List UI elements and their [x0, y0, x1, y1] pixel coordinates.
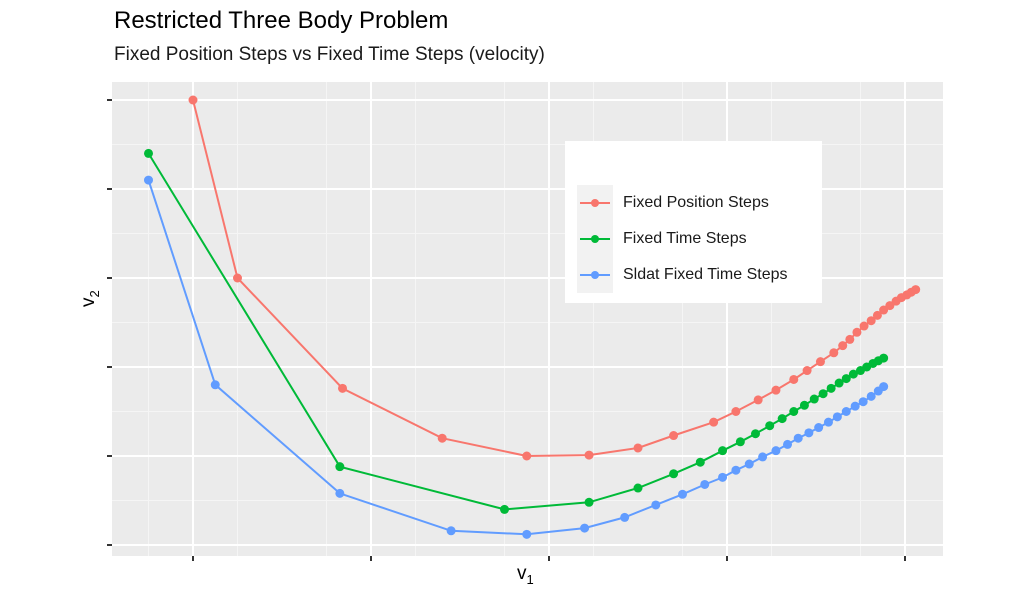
legend-key-fixed-time: [577, 221, 613, 257]
series-0-point-19: [859, 321, 869, 331]
series-2-point-7: [651, 500, 661, 510]
series-2-point-9: [700, 479, 710, 489]
series-1-point-7: [718, 446, 728, 456]
series-1-point-0: [144, 148, 153, 158]
x-axis-label: v1: [517, 563, 534, 587]
series-0-point-9: [731, 407, 741, 416]
series-2-point-22: [850, 401, 860, 411]
series-0-point-20: [866, 316, 876, 326]
series-0-point-17: [845, 334, 855, 344]
series-2-point-17: [804, 428, 814, 438]
legend-item-fixed-time: Fixed Time Steps: [577, 221, 817, 257]
series-2-point-12: [744, 459, 754, 469]
series-1-point-3: [584, 497, 594, 507]
series-0-point-15: [829, 348, 839, 358]
chart-title: Restricted Three Body Problem: [114, 7, 449, 34]
series-0-point-0: [188, 95, 198, 105]
series-0-point-22: [879, 305, 889, 315]
y-axis-label: v2: [78, 290, 102, 307]
series-2-point-21: [841, 407, 851, 416]
series-1-point-10: [765, 421, 775, 431]
series-1-point-18: [841, 374, 851, 384]
series-0-point-6: [633, 443, 643, 453]
series-0-point-14: [815, 357, 825, 367]
series-1-point-24: [879, 353, 889, 363]
series-1-point-14: [809, 394, 819, 404]
series-1-point-8: [735, 437, 745, 447]
series-2-point-4: [522, 529, 532, 539]
series-2-point-24: [866, 391, 876, 401]
series-1-point-5: [669, 469, 679, 479]
legend-item-fixed-position: Fixed Position Steps: [577, 185, 817, 221]
legend-key-sldat-fixed-time: [577, 257, 613, 293]
series-0-point-12: [789, 374, 799, 384]
series-2-point-11: [731, 465, 741, 475]
series-1-point-13: [799, 400, 809, 410]
series-1-point-2: [500, 504, 509, 514]
series-0-point-28: [911, 285, 921, 295]
series-2-point-13: [758, 452, 768, 462]
y-axis-label-main: v: [78, 297, 99, 308]
series-1-point-17: [834, 378, 844, 388]
series-0-point-16: [838, 341, 848, 351]
series-1-point-19: [848, 369, 858, 379]
series-1-point-12: [789, 407, 799, 416]
series-1-point-1: [335, 462, 345, 472]
series-0-point-13: [802, 366, 812, 376]
legend-key-fixed-position: [577, 185, 613, 221]
series-2-point-26: [879, 382, 889, 392]
series-0-point-8: [709, 417, 719, 427]
series-2-point-3: [446, 526, 456, 536]
series-0-point-10: [753, 395, 763, 405]
series-2-point-6: [620, 512, 630, 522]
series-2-point-2: [335, 488, 345, 498]
series-0-point-5: [584, 450, 594, 460]
series-0-point-7: [669, 431, 679, 441]
legend-label-fixed-time: Fixed Time Steps: [623, 230, 747, 247]
series-1-point-4: [633, 483, 643, 493]
series-0-point-2: [338, 383, 348, 393]
series-2-point-18: [814, 423, 824, 433]
x-axis-label-sub: 1: [526, 571, 534, 587]
series-2-point-8: [678, 489, 687, 499]
series-2-point-0: [144, 175, 153, 185]
series-0-point-23: [885, 301, 895, 311]
series-2-point-10: [718, 472, 728, 482]
x-axis-label-main: v: [517, 563, 527, 584]
legend: Fixed Position Steps Fixed Time Steps Sl…: [565, 141, 822, 303]
series-0-point-4: [522, 451, 532, 461]
chart-subtitle: Fixed Position Steps vs Fixed Time Steps…: [114, 44, 545, 65]
series-0-point-18: [852, 327, 862, 337]
legend-item-sldat-fixed-time: Sldat Fixed Time Steps: [577, 257, 817, 293]
series-1-point-15: [818, 389, 828, 399]
series-0-point-21: [872, 310, 882, 320]
series-2-point-5: [580, 523, 590, 533]
series-2-point-16: [793, 433, 803, 443]
y-axis-label-sub: 2: [86, 290, 102, 298]
series-2-point-19: [823, 417, 833, 427]
series-2-point-1: [210, 380, 220, 390]
series-0-point-1: [233, 273, 242, 283]
series-2-point-23: [858, 397, 868, 407]
series-1-point-11: [777, 414, 787, 424]
series-1-point-16: [826, 383, 836, 393]
series-1-point-6: [695, 457, 705, 467]
legend-label-sldat-fixed-time: Sldat Fixed Time Steps: [623, 266, 788, 283]
series-1-point-9: [750, 429, 760, 439]
series-2-point-20: [832, 412, 842, 422]
series-0-point-3: [437, 433, 447, 443]
series-2-point-14: [771, 446, 781, 456]
series-0-point-11: [771, 385, 781, 395]
series-2-point-15: [783, 439, 793, 449]
legend-label-fixed-position: Fixed Position Steps: [623, 194, 769, 211]
